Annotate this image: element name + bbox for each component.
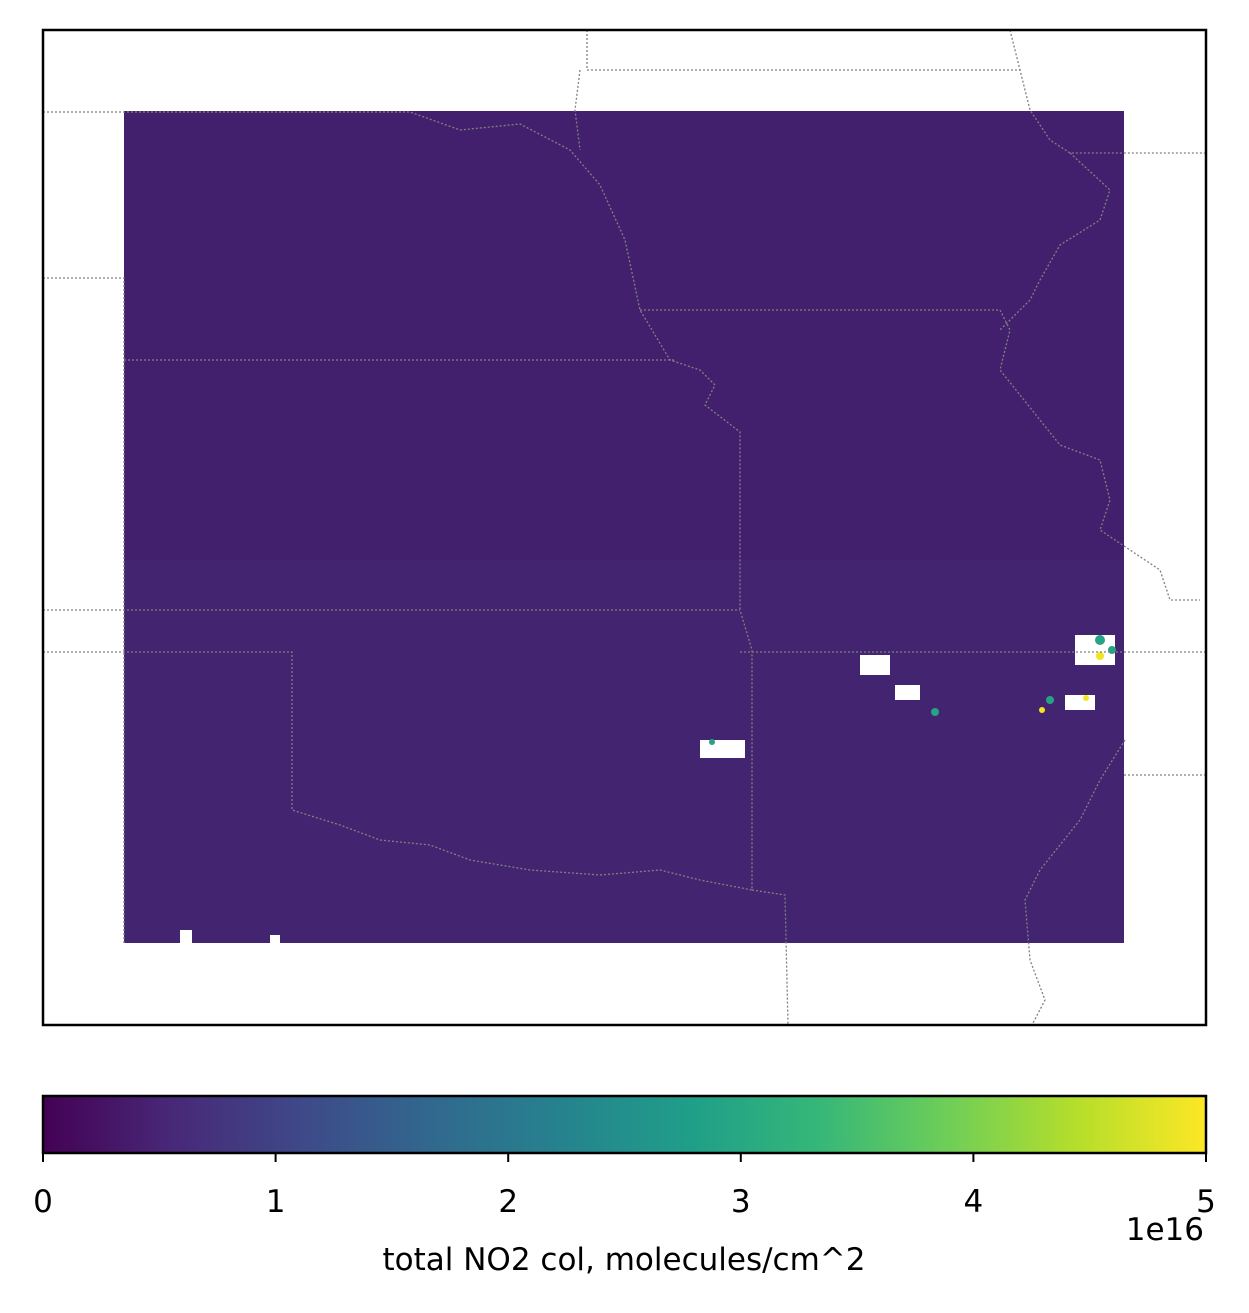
colorbar-tick-label: 3 bbox=[731, 1184, 751, 1220]
colorbar-tick-label: 1 bbox=[266, 1184, 286, 1220]
colorbar-tick-label: 5 bbox=[1196, 1184, 1216, 1220]
colorbar-gradient bbox=[41, 1094, 1208, 1155]
colorbar-tick-label: 0 bbox=[33, 1184, 53, 1220]
map-frame bbox=[41, 28, 1208, 1027]
colorbar-tick-label: 4 bbox=[964, 1184, 984, 1220]
map-panel bbox=[41, 28, 1208, 1027]
state-borders bbox=[43, 29, 1206, 1026]
no2-field bbox=[124, 111, 1124, 943]
no2-field-south bbox=[124, 560, 1124, 943]
data-gaps bbox=[180, 635, 1115, 943]
hotspots-high bbox=[1039, 652, 1104, 713]
colorbar-offset: 1e16 bbox=[1126, 1212, 1204, 1248]
colorbar: total NO2 col, molecules/cm^2 1e16 0 1 2 3 4… bbox=[33, 1094, 1216, 1278]
colorbar-tick-label: 2 bbox=[498, 1184, 518, 1220]
colorbar-label: total NO2 col, molecules/cm^2 bbox=[383, 1242, 866, 1278]
